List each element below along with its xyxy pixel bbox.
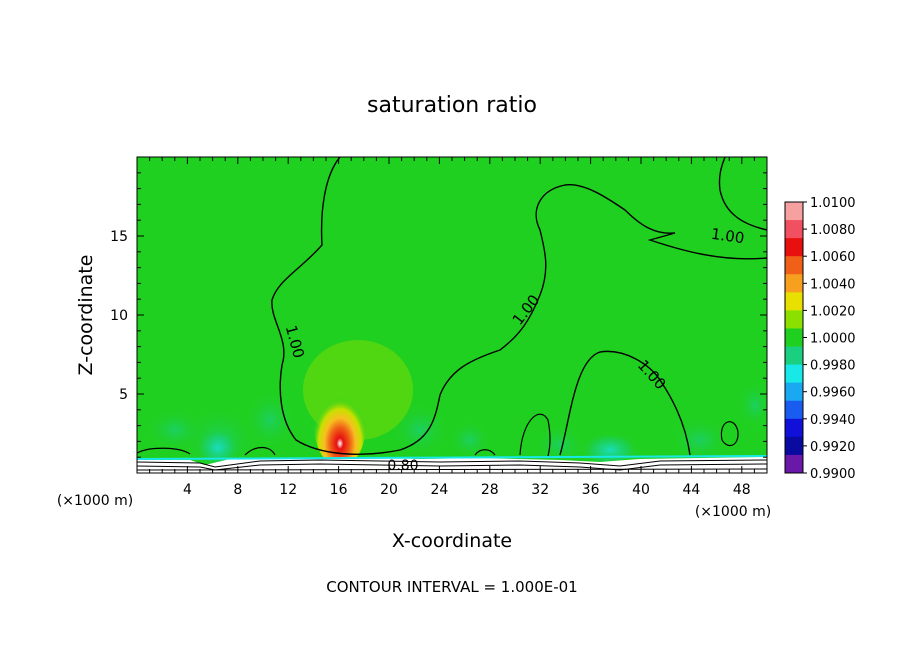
x-tick-label: 48 — [733, 482, 751, 498]
contour-line — [137, 459, 767, 468]
contour-line — [519, 413, 551, 457]
x-tick-label: 24 — [430, 482, 448, 498]
x-tick-label: 40 — [632, 482, 650, 498]
y-tick-label: 5 — [119, 387, 128, 403]
colorbar-label: 1.0020 — [810, 304, 856, 319]
colorbar-swatch — [785, 328, 803, 348]
x-axis-ticks: 4 8 12 16 20 24 28 32 36 40 44 48 — [149, 157, 755, 498]
colorbar-swatch — [785, 202, 803, 221]
colorbar-label: 0.9960 — [810, 386, 856, 401]
colorbar-label: 1.0080 — [810, 223, 856, 238]
contour-line — [137, 447, 191, 455]
colorbar-label: 0.9920 — [810, 440, 856, 455]
colorbar-swatch — [785, 238, 803, 257]
contour-line — [474, 449, 496, 456]
colorbar-label: 0.9940 — [810, 413, 856, 428]
colorbar-swatch — [785, 220, 803, 239]
low-ratio-region — [145, 408, 205, 452]
x-tick-label: 44 — [682, 482, 700, 498]
colorbar-swatch — [785, 310, 803, 329]
x-tick-label: 4 — [183, 482, 192, 498]
colorbar-label: 0.9900 — [810, 467, 856, 482]
low-ratio-region — [534, 425, 586, 465]
chart-title: saturation ratio — [367, 93, 537, 118]
x-tick-label: 16 — [330, 482, 348, 498]
low-ratio-region — [737, 381, 767, 429]
contour-line — [718, 157, 767, 231]
plot-area — [137, 157, 767, 473]
colorbar-swatch — [785, 400, 803, 420]
supersaturation-peak — [314, 383, 366, 467]
x-tick-label: 8 — [233, 482, 242, 498]
y-tick-label: 15 — [110, 229, 128, 245]
contour-interval-note: CONTOUR INTERVAL = 1.000E-01 — [326, 578, 577, 596]
colorbar-swatch — [785, 436, 803, 456]
x-tick-label: 20 — [380, 482, 398, 498]
colorbar-swatch — [785, 454, 803, 474]
colorbar-label: 1.0060 — [810, 250, 856, 265]
x-unit-left: (×1000 m) — [57, 493, 133, 509]
x-unit-right: (×1000 m) — [695, 504, 771, 520]
contour-line — [559, 350, 691, 456]
colorbar-swatch — [785, 382, 803, 402]
x-tick-label: 32 — [531, 482, 549, 498]
colorbar-swatch — [785, 346, 803, 366]
contour-line — [244, 446, 276, 456]
y-axis-ticks: 5 10 15 — [110, 172, 767, 458]
colorbar-label: 1.0040 — [810, 277, 856, 292]
x-tick-label: 12 — [279, 482, 297, 498]
x-tick-label: 28 — [481, 482, 499, 498]
contour-line — [271, 157, 767, 456]
colorbar-swatch — [785, 292, 803, 311]
x-tick-label: 36 — [582, 482, 600, 498]
colorbar-label: 1.0100 — [810, 196, 856, 211]
contour-label: 0.80 — [387, 458, 418, 474]
colorbar-swatch — [785, 364, 803, 384]
colorbar: 1.0100 1.0080 1.0060 1.0040 1.0020 1.0000 0.99… — [784, 196, 856, 482]
colorbar-swatch — [785, 274, 803, 293]
low-ratio-region — [580, 432, 640, 468]
low-ratio-region — [670, 416, 730, 464]
y-tick-label: 10 — [110, 308, 128, 324]
y-axis-label: Z-coordinate — [75, 255, 97, 376]
ground-edge — [137, 455, 767, 460]
colorbar-swatch — [785, 418, 803, 438]
x-axis-label: X-coordinate — [392, 530, 512, 552]
colorbar-swatch — [785, 256, 803, 275]
colorbar-label: 0.9980 — [810, 359, 856, 374]
contour-line — [720, 421, 739, 447]
low-ratio-region — [448, 420, 492, 460]
colorbar-label: 1.0000 — [810, 332, 856, 347]
low-ratio-region — [244, 390, 296, 450]
contour-label: 1.00 — [710, 225, 746, 247]
